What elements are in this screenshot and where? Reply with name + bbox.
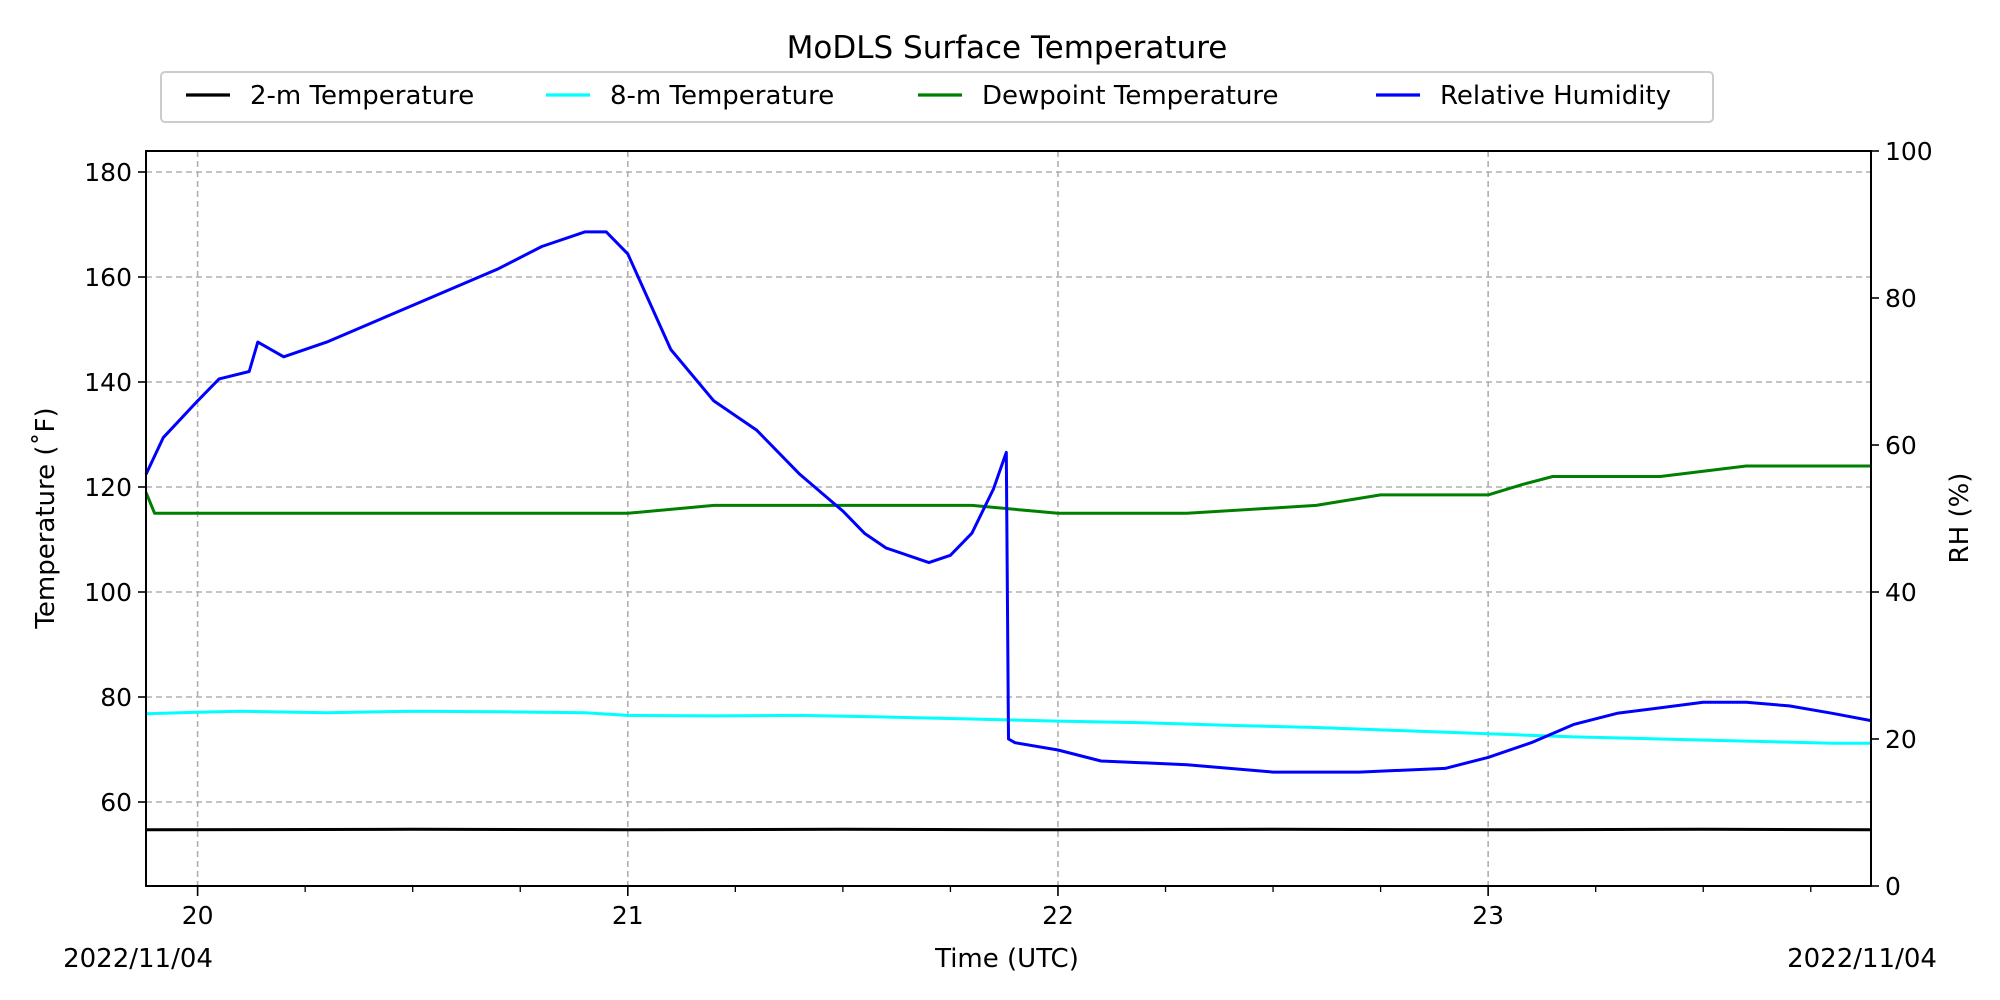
series-line-dewpoint-temperature (144, 464, 1871, 515)
legend-label-8-m-temperature: 8-m Temperature (610, 81, 834, 111)
y-tick-label-right: 40 (1885, 578, 1917, 607)
y-tick-label-right: 100 (1885, 137, 1933, 166)
y-tick-label-right: 80 (1885, 284, 1917, 313)
y-tick-label-right: 60 (1885, 431, 1917, 460)
legend-label-relative-humidity: Relative Humidity (1440, 81, 1671, 111)
plot-frame (145, 150, 1872, 887)
legend-label-2-m-temperature: 2-m Temperature (250, 81, 474, 111)
y-tick-label-left: 100 (84, 578, 132, 607)
y-tick-label-left: 60 (100, 788, 132, 817)
grid (146, 151, 1871, 886)
y-tick-label-left: 140 (84, 368, 132, 397)
y-tick-label-left: 180 (84, 158, 132, 187)
axis-ticks: 60 80 100 120 140 160 180 0 20 40 60 80 100 20 21 22 23 (84, 137, 1932, 930)
y-tick-label-right: 20 (1885, 725, 1917, 754)
series-line-relative-humidity (144, 230, 1872, 774)
y-tick-label-left: 160 (84, 263, 132, 292)
series-lines (144, 230, 1872, 832)
y-tick-label-right: 0 (1885, 872, 1901, 901)
legend-frame (160, 71, 1714, 123)
date-label-right: 2022/11/04 (1787, 944, 1937, 974)
date-label-left: 2022/11/04 (63, 944, 213, 974)
x-tick-label: 22 (1042, 901, 1074, 930)
legend-label-dewpoint-temperature: Dewpoint Temperature (982, 81, 1279, 111)
series-line-8-m-temperature (145, 709, 1871, 745)
x-tick-label: 20 (182, 901, 214, 930)
y-axis-label-right: RH (%) (1945, 473, 1975, 564)
x-tick-label: 23 (1472, 901, 1504, 930)
y-axis-label-left: Temperature (˚F) (31, 407, 61, 629)
x-tick-label: 21 (612, 901, 644, 930)
series-line-2-m-temperature (145, 827, 1872, 832)
x-axis-label: Time (UTC) (934, 944, 1079, 974)
y-tick-label-left: 80 (100, 683, 132, 712)
chart-title: MoDLS Surface Temperature (787, 30, 1228, 66)
y-tick-label-left: 120 (84, 473, 132, 502)
legend: 2-m Temperature 8-m Temperature Dewpoint T… (160, 71, 1714, 123)
